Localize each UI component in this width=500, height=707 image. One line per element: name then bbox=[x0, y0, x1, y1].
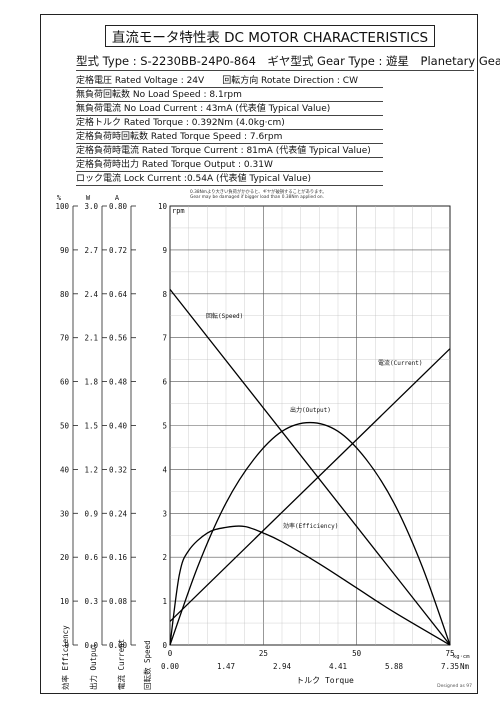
y-tick-label: 100 bbox=[55, 202, 69, 211]
y-tick-label: 3 bbox=[162, 509, 167, 518]
y-axis-unit: A bbox=[115, 194, 120, 202]
y-tick-label: 0.32 bbox=[109, 465, 127, 474]
y-axis-title: 回転数 Speed bbox=[142, 640, 152, 690]
y-tick-label: 40 bbox=[60, 465, 70, 474]
y-tick-label: 0.56 bbox=[109, 334, 128, 343]
y-tick-label: 0.6 bbox=[84, 553, 98, 562]
y-tick-label: 0 bbox=[64, 641, 69, 650]
x-tick-label-nm: 1.47 bbox=[217, 662, 235, 671]
spec-rated-torque-current: 定格負荷時電流 Rated Torque Current : 81mA (代表値… bbox=[76, 146, 371, 156]
y-tick-label: 90 bbox=[60, 246, 70, 255]
x-tick-label-kgcm: 25 bbox=[259, 649, 268, 658]
y-tick-label: 0.3 bbox=[84, 597, 98, 606]
x-tick-label-kgcm: 0 bbox=[168, 649, 173, 658]
spec-underline bbox=[76, 129, 383, 130]
y-axis-unit: rpm bbox=[172, 207, 185, 215]
spec-rated-torque-output: 定格負荷時出力 Rated Torque Output : 0.31W bbox=[76, 160, 273, 170]
sheet-frame bbox=[40, 14, 478, 694]
y-axis-title: 電流 Current bbox=[116, 639, 126, 690]
x-tick-label-nm: 4.41 bbox=[329, 662, 347, 671]
spec-type: 型式 Type : S-2230BB-24P0-864 ギヤ型式 Gear Ty… bbox=[76, 54, 500, 68]
spec-no-load-current: 無負荷電流 No Load Current : 43mA (代表値 Typica… bbox=[76, 104, 331, 114]
spec-underline bbox=[76, 115, 383, 116]
spec-lock-current: ロック電流 Lock Current :0.54A (代表値 Typical V… bbox=[76, 174, 312, 184]
warning-en: Gear may be damaged if bigger load than … bbox=[190, 195, 325, 200]
designed-by: Designed as 97 bbox=[437, 684, 472, 689]
y-tick-label: 2.7 bbox=[84, 246, 98, 255]
series-label: 電流(Current) bbox=[378, 359, 423, 367]
series-label: 効率(Efficiency) bbox=[283, 522, 338, 530]
y-tick-label: 4 bbox=[162, 465, 167, 474]
series-label: 回転(Speed) bbox=[206, 312, 243, 320]
y-tick-label: 0.0 bbox=[84, 641, 98, 650]
efficiency-curve bbox=[169, 525, 451, 646]
speed-line bbox=[169, 289, 451, 646]
y-tick-label: 0.40 bbox=[109, 422, 128, 431]
y-axis-title: 出力 Output bbox=[88, 643, 98, 690]
y-tick-label: 10 bbox=[158, 202, 168, 211]
x-tick-label-kgcm: 75 bbox=[445, 649, 454, 658]
spec-underline bbox=[76, 87, 383, 88]
spec-underline bbox=[76, 171, 383, 172]
y-tick-label: 30 bbox=[60, 509, 70, 518]
y-axis-unit: % bbox=[57, 194, 62, 202]
y-tick-label: 10 bbox=[60, 597, 70, 606]
y-tick-label: 0.64 bbox=[109, 290, 128, 299]
y-tick-label: 1.8 bbox=[84, 378, 98, 387]
y-tick-label: 6 bbox=[162, 378, 167, 387]
x-unit-kgcm: kg·cm bbox=[453, 654, 470, 660]
spec-no-load-speed: 無負荷回転数 No Load Speed : 8.1rpm bbox=[76, 90, 242, 100]
y-tick-label: 0.16 bbox=[109, 553, 128, 562]
y-tick-label: 1.2 bbox=[84, 465, 98, 474]
y-axis-title: 効率 Efficiency bbox=[60, 625, 70, 690]
y-axis-unit: W bbox=[86, 194, 91, 202]
y-tick-label: 2.1 bbox=[84, 334, 98, 343]
y-tick-label: 7 bbox=[162, 334, 167, 343]
y-tick-label: 80 bbox=[60, 290, 70, 299]
y-tick-label: 0.00 bbox=[109, 641, 128, 650]
y-tick-label: 0.72 bbox=[109, 246, 127, 255]
y-tick-label: 1.5 bbox=[84, 422, 98, 431]
y-tick-label: 8 bbox=[162, 290, 167, 299]
x-tick-label-nm: 0.00 bbox=[161, 662, 180, 671]
spec-underline bbox=[76, 185, 383, 186]
y-tick-label: 0.24 bbox=[109, 509, 128, 518]
y-tick-label: 0 bbox=[162, 641, 167, 650]
spec-underline bbox=[76, 143, 383, 144]
y-tick-label: 3.0 bbox=[84, 202, 98, 211]
y-tick-label: 1 bbox=[162, 597, 167, 606]
series-label: 出力(Output) bbox=[290, 406, 331, 414]
y-tick-label: 9 bbox=[162, 246, 167, 255]
warning-jp: 0.38Nmより大きい負荷がかかると、ギヤが破損することがあります。 bbox=[190, 190, 327, 195]
x-axis-title: トルク Torque bbox=[296, 676, 354, 685]
y-tick-label: 2.4 bbox=[84, 290, 98, 299]
x-tick-label-nm: 7.35 bbox=[441, 662, 459, 671]
spec-rated-torque-speed: 定格負荷時回転数 Rated Torque Speed : 7.6rpm bbox=[76, 132, 283, 142]
spec-underline bbox=[76, 157, 383, 158]
y-tick-label: 50 bbox=[60, 422, 70, 431]
y-tick-label: 0.9 bbox=[84, 509, 98, 518]
y-tick-label: 2 bbox=[162, 553, 167, 562]
y-tick-label: 20 bbox=[60, 553, 70, 562]
y-tick-label: 70 bbox=[60, 334, 70, 343]
y-tick-label: 5 bbox=[162, 422, 167, 431]
sheet-title: 直流モータ特性表 DC MOTOR CHARACTERISTICS bbox=[105, 25, 435, 47]
y-tick-label: 60 bbox=[60, 378, 70, 387]
y-tick-label: 0.08 bbox=[109, 597, 128, 606]
spec-rated-voltage: 定格電圧 Rated Voltage : 24V 回転方向 Rotate Dir… bbox=[76, 76, 358, 86]
output-curve bbox=[169, 421, 451, 646]
y-tick-label: 0.48 bbox=[109, 378, 128, 387]
x-unit-nm: Nm bbox=[460, 662, 470, 671]
x-tick-label-nm: 2.94 bbox=[273, 662, 292, 671]
x-tick-label-kgcm: 50 bbox=[352, 649, 362, 658]
current-line bbox=[169, 348, 451, 622]
spec-rated-torque: 定格トルク Rated Torque : 0.392Nm (4.0kg·cm) bbox=[76, 118, 285, 128]
type-underline bbox=[76, 70, 474, 71]
y-tick-label: 0.80 bbox=[109, 202, 128, 211]
x-tick-label-nm: 5.88 bbox=[385, 662, 404, 671]
spec-underline bbox=[76, 101, 383, 102]
